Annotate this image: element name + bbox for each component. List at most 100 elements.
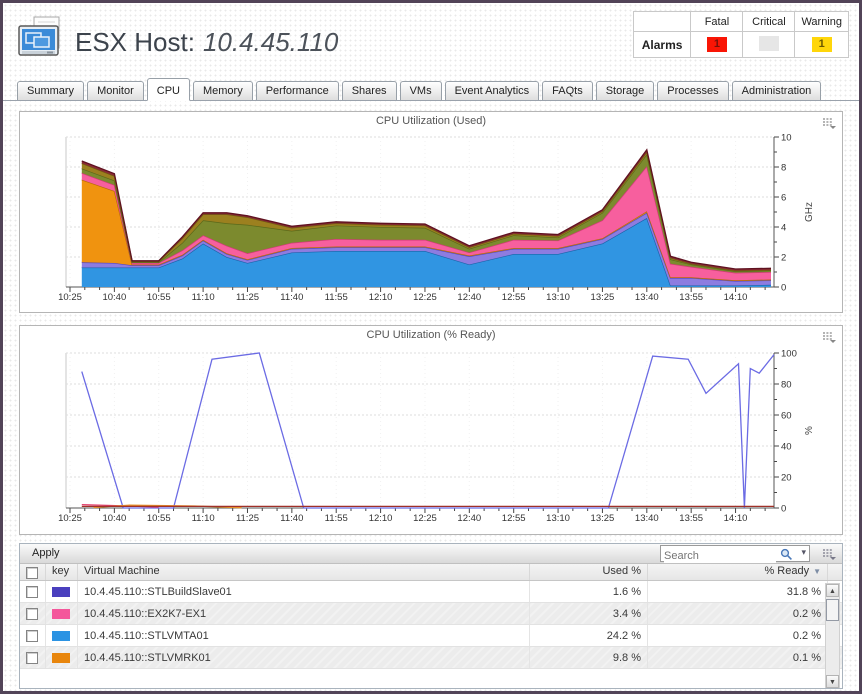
- column-header-vm[interactable]: Virtual Machine: [78, 564, 530, 580]
- svg-text:0: 0: [781, 283, 786, 294]
- table-menu-icon[interactable]: [822, 548, 836, 560]
- table-toolbar: Apply ▾: [20, 544, 842, 564]
- tab-performance[interactable]: Performance: [255, 81, 339, 100]
- svg-text:14:10: 14:10: [724, 513, 748, 524]
- svg-text:11:10: 11:10: [192, 292, 215, 303]
- cpu-used-panel: CPU Utilization (Used) 0 2 4 6 8 10 10:25 10:40…: [19, 111, 843, 313]
- svg-text:13:40: 13:40: [635, 513, 659, 524]
- svg-text:8: 8: [781, 163, 786, 174]
- tab-memory[interactable]: Memory: [192, 81, 253, 100]
- chart-menu-icon[interactable]: [822, 331, 836, 343]
- column-header-ready[interactable]: % Ready ▼: [648, 564, 828, 580]
- ready-percent-cell: 31.8 %: [648, 581, 828, 602]
- svg-text:13:55: 13:55: [679, 292, 703, 303]
- critical-badge[interactable]: [758, 35, 779, 51]
- column-header-key[interactable]: key: [46, 564, 78, 580]
- series-key-swatch: [52, 586, 70, 597]
- svg-text:13:10: 13:10: [546, 513, 570, 524]
- tab-administration[interactable]: Administration: [731, 81, 822, 100]
- tab-vms[interactable]: VMs: [399, 81, 442, 100]
- table-row[interactable]: 10.4.45.110::EX2K7-EX1 3.4 % 0.2 %: [20, 603, 842, 625]
- page-title-label: ESX Host:: [75, 27, 195, 57]
- svg-text:10:55: 10:55: [147, 513, 171, 524]
- table-row[interactable]: 10.4.45.110::STLBuildSlave01 1.6 % 31.8 %: [20, 581, 842, 603]
- table-scrollbar[interactable]: ▲ ▼: [825, 583, 840, 688]
- tab-shares[interactable]: Shares: [341, 81, 397, 100]
- tab-processes[interactable]: Processes: [657, 81, 729, 100]
- search-icon[interactable]: [780, 548, 793, 561]
- page-header: ESX Host: 10.4.45.110 Fatal Critical Warn…: [3, 3, 859, 75]
- table-row[interactable]: 10.4.45.110::STLVMRK01 9.8 % 0.1 %: [20, 647, 842, 669]
- apply-button[interactable]: Apply: [32, 547, 60, 559]
- page-title-value: 10.4.45.110: [202, 27, 339, 57]
- svg-text:13:25: 13:25: [591, 513, 615, 524]
- svg-text:10:25: 10:25: [58, 292, 82, 303]
- svg-text:12:40: 12:40: [457, 513, 481, 524]
- svg-text:13:25: 13:25: [591, 292, 615, 303]
- svg-text:%: %: [804, 426, 815, 435]
- svg-text:11:40: 11:40: [280, 513, 303, 524]
- svg-text:11:25: 11:25: [236, 292, 259, 303]
- svg-text:GHz: GHz: [804, 202, 815, 222]
- svg-text:6: 6: [781, 193, 786, 204]
- alarms-panel: Fatal Critical Warning Alarms 1 1: [632, 11, 849, 58]
- alarms-col-warning: Warning: [794, 11, 849, 32]
- tab-event-analytics[interactable]: Event Analytics: [444, 81, 540, 100]
- svg-text:12:25: 12:25: [413, 292, 437, 303]
- tab-bar: Summary Monitor CPU Memory Performance Shares…: [3, 75, 859, 101]
- svg-text:13:40: 13:40: [635, 292, 659, 303]
- warning-badge[interactable]: 1: [811, 37, 832, 52]
- fatal-badge[interactable]: 1: [706, 37, 727, 52]
- tab-faqts[interactable]: FAQts: [542, 81, 593, 100]
- vm-table: Apply ▾ key Virtual Machine Used % %: [19, 543, 843, 689]
- svg-text:13:55: 13:55: [679, 513, 703, 524]
- row-checkbox[interactable]: [26, 629, 38, 642]
- svg-text:12:55: 12:55: [502, 292, 526, 303]
- vm-name-cell: 10.4.45.110::STLVMTA01: [78, 625, 530, 646]
- vm-name-cell: 10.4.45.110::STLBuildSlave01: [78, 581, 530, 602]
- sort-desc-icon: ▼: [813, 567, 821, 576]
- scroll-down-button[interactable]: ▼: [826, 675, 839, 688]
- svg-text:14:10: 14:10: [724, 292, 748, 303]
- used-percent-cell: 3.4 %: [530, 603, 648, 624]
- cpu-used-chart: 0 2 4 6 8 10 10:25 10:40 10:55 11:10 11:25 11:40 11:…: [58, 133, 815, 304]
- ready-percent-cell: 0.2 %: [648, 603, 828, 624]
- row-checkbox[interactable]: [26, 585, 38, 598]
- svg-text:10:55: 10:55: [147, 292, 171, 303]
- ready-percent-cell: 0.1 %: [648, 647, 828, 668]
- cpu-ready-chart: 0 20 40 60 80 100 10:25 10:40 10:55 11:10 11:25 11:…: [58, 349, 815, 525]
- svg-text:13:10: 13:10: [546, 292, 570, 303]
- search-box: ▾: [660, 545, 810, 563]
- svg-text:10: 10: [781, 133, 792, 144]
- ready-percent-cell: 0.2 %: [648, 625, 828, 646]
- svg-text:80: 80: [781, 380, 792, 391]
- scroll-thumb[interactable]: [826, 599, 839, 621]
- select-all-checkbox[interactable]: [26, 566, 38, 579]
- used-percent-cell: 24.2 %: [530, 625, 648, 646]
- scroll-up-button[interactable]: ▲: [826, 584, 839, 597]
- svg-text:11:40: 11:40: [280, 292, 303, 303]
- row-checkbox[interactable]: [26, 607, 38, 620]
- tab-summary[interactable]: Summary: [17, 81, 85, 100]
- svg-text:60: 60: [781, 411, 792, 422]
- svg-text:12:55: 12:55: [502, 513, 526, 524]
- tab-monitor[interactable]: Monitor: [87, 81, 144, 100]
- search-options-dropdown-icon[interactable]: ▾: [801, 547, 806, 557]
- alarms-row-label: Alarms: [632, 31, 692, 58]
- svg-text:2: 2: [781, 253, 786, 264]
- column-header-used[interactable]: Used %: [530, 564, 648, 580]
- tab-cpu[interactable]: CPU: [146, 78, 190, 101]
- chart-menu-icon[interactable]: [822, 117, 836, 129]
- vm-name-cell: 10.4.45.110::EX2K7-EX1: [78, 603, 530, 624]
- table-row[interactable]: 10.4.45.110::STLVMTA01 24.2 % 0.2 %: [20, 625, 842, 647]
- tab-storage[interactable]: Storage: [595, 81, 655, 100]
- svg-text:12:40: 12:40: [457, 292, 481, 303]
- row-checkbox[interactable]: [26, 651, 38, 664]
- svg-text:12:25: 12:25: [413, 513, 437, 524]
- svg-text:12:10: 12:10: [369, 292, 393, 303]
- svg-text:40: 40: [781, 442, 792, 453]
- svg-text:11:25: 11:25: [236, 513, 259, 524]
- search-input[interactable]: [664, 549, 776, 563]
- svg-text:11:10: 11:10: [192, 513, 215, 524]
- svg-text:0: 0: [781, 504, 786, 515]
